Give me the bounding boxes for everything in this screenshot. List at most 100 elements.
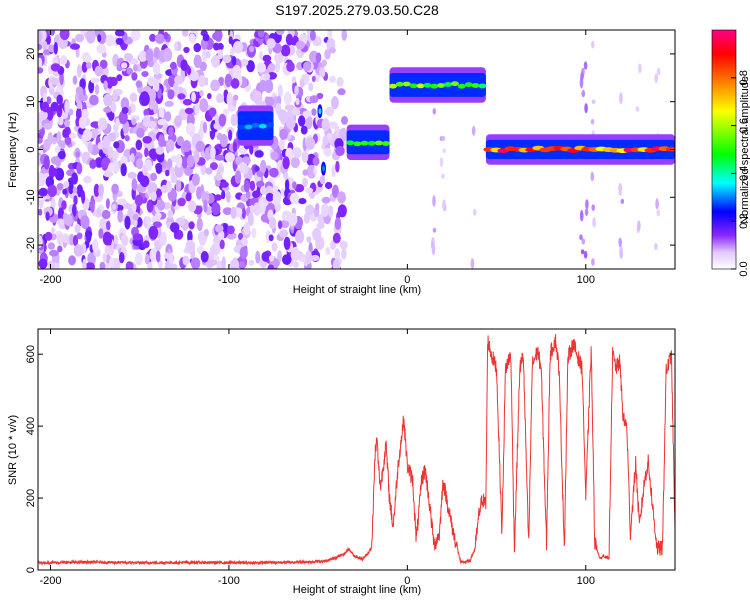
heatmap-cell [432,108,437,115]
y-tick-label: -10 [25,189,37,205]
heatmap-cell [84,230,93,238]
heatmap-cell [195,140,205,153]
colorbar-ticks: 0.0 0.2 0.4 0.6 0.8 [731,70,750,277]
heatmap-cell [308,82,314,92]
x-tick-label: -100 [218,274,240,286]
heatmap-cell [106,220,111,231]
heatmap-cell [184,107,194,115]
heatmap-cell [326,133,333,141]
heatmap-cell [277,220,283,230]
heatmap-cell [170,173,178,184]
heatmap-cell [56,233,64,246]
heatmap-cell [292,261,299,268]
heatmap-cell [107,233,113,246]
heatmap-cell [142,136,152,144]
heatmap-cell [75,107,82,121]
heatmap-cell [199,90,204,97]
heatmap-cell [64,119,71,128]
heatmap-cell [320,203,330,217]
heatmap-cell [109,257,114,268]
heatmap-cell [210,79,221,92]
heatmap-cell [316,92,324,100]
heatmap-cell [97,142,104,150]
colorbar: 0.0 0.2 0.4 0.6 0.8 Normalized spectral ampl… [711,29,750,277]
heatmap-cell [49,167,58,177]
heatmap-cell [47,260,55,269]
heatmap-cell [174,75,184,85]
heatmap-cell [180,59,188,71]
heatmap-cell [188,221,195,230]
heatmap-cell [299,78,305,88]
heatmap-cell [68,108,74,116]
heatmap-cell [58,140,65,148]
heatmap-cell [86,30,96,44]
heatmap-cell [182,255,190,266]
heatmap-cell [248,45,255,53]
heatmap-cell [157,199,166,211]
heatmap-cell [74,223,81,234]
heatmap-cell [215,179,221,187]
heatmap-cell [258,80,268,92]
heatmap-cell [260,159,267,174]
heatmap-cell [233,94,239,101]
heatmap-cell [654,242,658,251]
heatmap-cell [177,93,186,100]
heatmap-cell [313,166,318,175]
heatmap-cell [108,162,115,172]
heatmap-cell [73,195,78,206]
heatmap-cell [234,170,242,184]
heatmap-cell [310,254,320,262]
heatmap-cell [214,194,223,201]
heatmap-cell [302,110,313,118]
heatmap-cell [97,117,108,131]
snr-ylabel: SNR (10 * v/v) [7,415,19,485]
heatmap-cell [103,93,113,107]
y-tick-label: 0 [25,146,37,152]
heatmap-cell [151,191,157,202]
x-tick-label: -200 [39,575,61,587]
heatmap-cell [147,76,156,87]
heatmap-cell [205,167,213,175]
heatmap-cell [63,214,73,227]
heatmap-cell [254,150,264,158]
heatmap-cell [38,57,43,70]
heatmap-cell [187,230,193,243]
heatmap-cell [278,138,285,151]
heatmap-cell [325,106,335,117]
heatmap-cell [581,90,586,98]
heatmap-cell [188,33,196,44]
heatmap-cell [246,60,255,73]
heatmap-cell [145,216,152,225]
heatmap-cell [341,30,347,41]
heatmap-cell [278,109,288,122]
heatmap-cell [186,154,195,168]
heatmap-cell [165,169,170,177]
heatmap-cell [68,255,76,266]
heatmap-cell [315,203,320,211]
heatmap-cell [164,100,174,107]
heatmap-cell [285,33,293,46]
heatmap-cell [107,146,114,159]
heatmap-cell [121,106,129,114]
heatmap-cell [47,184,57,198]
heatmap-cell [124,135,130,142]
heatmap-cell [99,261,106,269]
heatmap-cell [620,198,625,204]
heatmap-cell [106,76,114,89]
heatmap-cell [302,177,308,188]
heatmap-cell [580,249,585,255]
heatmap-cell [95,207,102,218]
heatmap-cell [90,199,95,213]
heatmap-cell [202,121,208,134]
heatmap-cell [57,117,64,126]
heatmap-cell [471,125,476,136]
heatmap-cell [579,234,583,241]
heatmap-cell [182,30,189,37]
heatmap-cell [335,160,340,173]
heatmap-cell [40,126,45,137]
heatmap-cell [328,47,336,54]
heatmap-cell [49,249,59,257]
heatmap-cell [209,162,218,171]
heatmap-cell [431,243,436,256]
heatmap-cell [189,70,199,82]
